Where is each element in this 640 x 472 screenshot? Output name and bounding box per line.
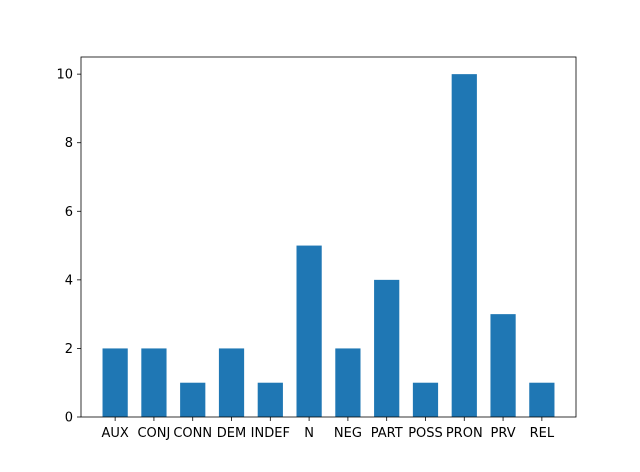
y-tick-label: 0 (65, 411, 73, 426)
bar-conj (141, 348, 167, 417)
x-tick-label: DEM (217, 426, 246, 441)
x-tick-label: INDEF (251, 426, 290, 441)
bar-conn (180, 382, 206, 417)
bar-neg (335, 348, 361, 417)
bar-rel (529, 382, 555, 417)
x-tick-label: PRV (491, 426, 516, 441)
bar-poss (412, 382, 439, 417)
bar-part (374, 279, 400, 417)
ticks-layer: AUX CONJ CONN DEM INDEF N NEG PART POSS PRON PRV RE… (56, 68, 554, 441)
bar-prv (490, 314, 516, 417)
x-tick-label: N (304, 426, 314, 441)
y-tick-label: 8 (65, 136, 73, 151)
y-tick-label: 6 (65, 205, 73, 220)
x-tick-label: CONN (173, 426, 212, 441)
x-tick-label: PRON (446, 426, 483, 441)
y-tick-label: 2 (65, 342, 73, 357)
bar-indef (257, 382, 283, 417)
x-tick-label: NEG (334, 426, 362, 441)
bar-n (296, 245, 322, 417)
x-tick-label: AUX (101, 426, 128, 441)
plot-frame (80, 56, 577, 418)
x-tick-label: REL (530, 426, 555, 441)
y-tick-label: 4 (65, 273, 73, 288)
bar-pron (451, 74, 477, 417)
x-tick-label: CONJ (137, 426, 170, 441)
x-tick-label: POSS (408, 426, 443, 441)
x-tick-label: PART (371, 426, 403, 441)
axes-layer (80, 56, 577, 418)
bar-dem (218, 348, 245, 417)
bar-aux (102, 348, 128, 417)
y-tick-label: 10 (56, 68, 73, 83)
bars-layer (102, 74, 555, 417)
